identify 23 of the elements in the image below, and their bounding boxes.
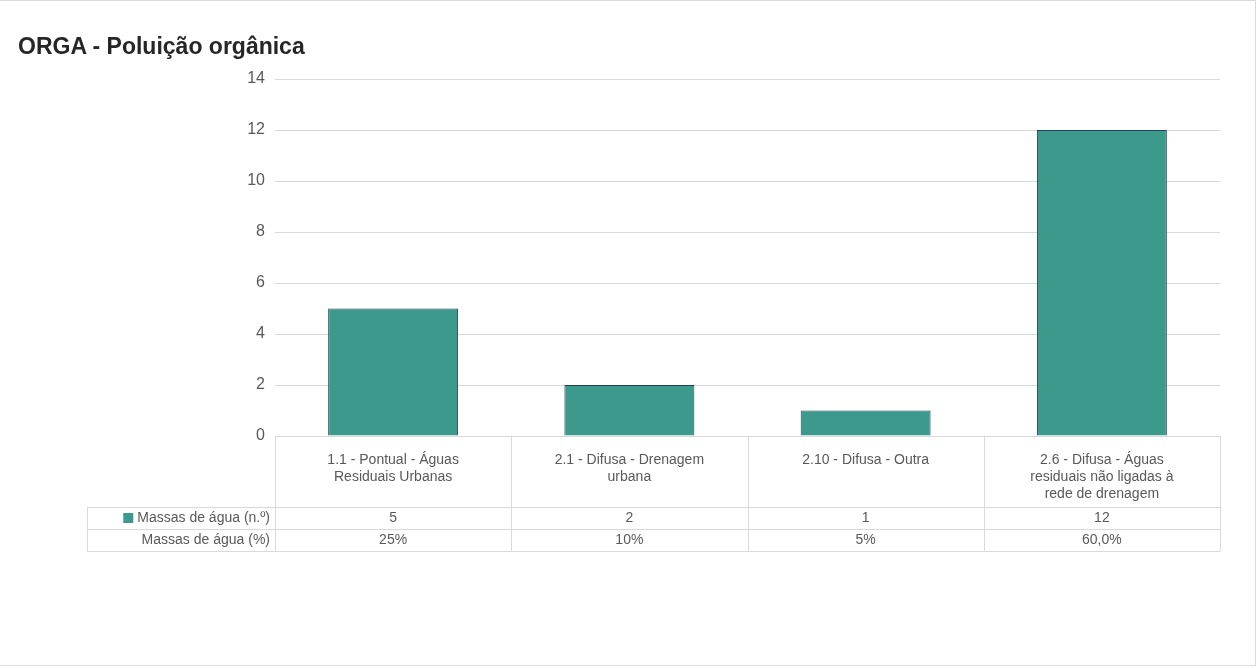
y-tick-label: 6 bbox=[256, 273, 266, 291]
y-tick-label: 4 bbox=[256, 324, 266, 342]
x-tick-label: 1.1 - Pontual - Águas Residuais Urbanas bbox=[327, 451, 459, 485]
text: 5% bbox=[855, 530, 876, 547]
y-tick-label: 14 bbox=[247, 69, 266, 87]
text: 60,0% bbox=[1082, 530, 1122, 547]
data-label: 2 bbox=[625, 508, 634, 525]
y-tick-label: 0 bbox=[256, 426, 266, 444]
data-label: 5 bbox=[389, 508, 398, 525]
text: Massas de água (%) bbox=[141, 530, 270, 547]
chart-title: ORGA - Poluição orgânica bbox=[18, 33, 305, 60]
legend-label: Massas de água (n.º) bbox=[137, 508, 270, 525]
x-tick-label: 2.6 - Difusa - Águas residuais não ligadas à rede de drenagem bbox=[1030, 451, 1174, 501]
x-tick-label: 2.1 - Difusa - Drenagem urbana bbox=[554, 451, 705, 485]
text: 25% bbox=[379, 530, 408, 547]
y-tick-label: 2 bbox=[256, 375, 266, 393]
y-tick-label: 10 bbox=[247, 171, 266, 189]
data-label: 1 bbox=[861, 508, 870, 525]
y-tick-label: 12 bbox=[247, 120, 266, 138]
data-label: 12 bbox=[1094, 508, 1110, 525]
x-tick-label: 2.10 - Difusa - Outra bbox=[802, 451, 930, 468]
text: 10% bbox=[615, 530, 644, 547]
y-tick-label: 8 bbox=[256, 222, 266, 240]
